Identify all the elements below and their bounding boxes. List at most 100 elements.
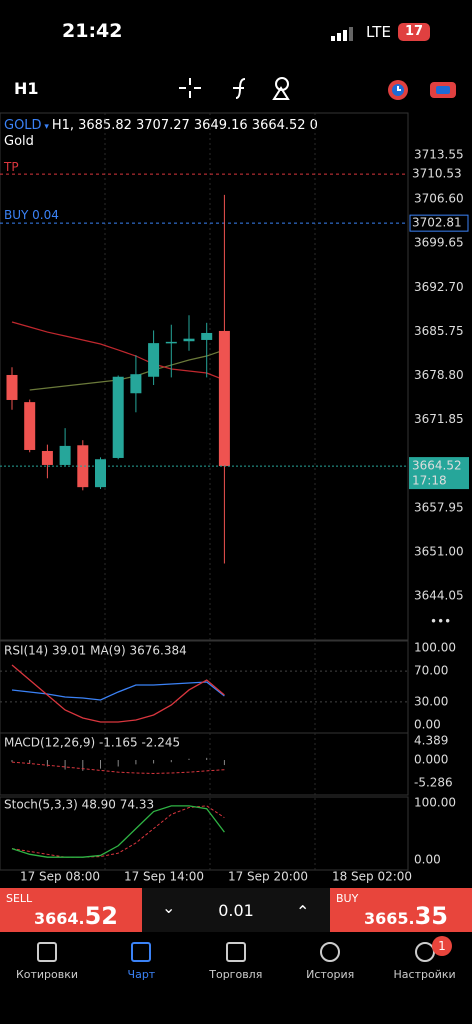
signal-icon <box>331 26 355 41</box>
panel-frame <box>0 796 409 871</box>
toolbar-icons[interactable] <box>178 76 308 102</box>
symbol-name: Gold <box>4 134 34 149</box>
time-label: 17 Sep 14:00 <box>124 870 204 884</box>
stoch-label: Stoch(5,3,3) 48.90 74.33 <box>4 798 154 812</box>
axis-label: 3671.85 <box>414 412 464 426</box>
candle-body <box>95 459 106 488</box>
axis-label: 3713.55 <box>414 148 464 162</box>
lot-increase[interactable]: ⌃ <box>296 902 310 921</box>
tab[interactable]: Чарт <box>94 942 188 981</box>
tab[interactable]: Торговля <box>189 942 283 981</box>
candle-body <box>183 338 195 342</box>
tab-icon <box>320 942 341 962</box>
tp-label: TP <box>4 160 19 174</box>
chart-header: GOLD ▾ H1, 3685.82 3707.27 3649.16 3664.… <box>4 118 318 133</box>
axis-label: 3692.70 <box>414 280 464 294</box>
lot-control: ⌄ 0.01 ⌃ <box>142 888 330 932</box>
buy-price-big: 35 <box>414 902 449 930</box>
tab-icon <box>37 942 57 962</box>
timeframe[interactable]: H1 <box>14 79 39 98</box>
battery: 17 <box>398 23 430 41</box>
ma-olive <box>29 349 225 391</box>
stoch-k <box>11 805 225 858</box>
axis-label: 3651.00 <box>414 544 464 558</box>
current-time: 17:18 <box>412 474 447 488</box>
tab-icon <box>131 942 152 962</box>
sell-price-big: 52 <box>84 902 119 930</box>
buy-price-main: 3665. <box>364 909 415 928</box>
more-dots: ••• <box>430 615 451 629</box>
macd-label: MACD(12,26,9) -1.165 -2.245 <box>4 736 180 750</box>
tab-icon <box>225 942 246 962</box>
lot-size[interactable]: 0.01 <box>218 901 254 920</box>
symbol-dropdown[interactable]: ▾ <box>41 122 52 132</box>
buy-price: 3665.35 <box>364 902 448 930</box>
rsi-label: RSI(14) 39.01 MA(9) 3676.384 <box>4 644 187 658</box>
ohlc-info: H1, 3685.82 3707.27 3649.16 3664.52 0 <box>51 118 318 133</box>
candle-body <box>24 402 36 450</box>
axis-label: 3644.05 <box>414 588 464 602</box>
panel-frame <box>0 112 409 641</box>
axis-label: 100.00 <box>414 795 456 809</box>
tab-label: Котировки <box>15 968 79 981</box>
axis-label: 70.00 <box>414 664 448 678</box>
candle-body <box>218 330 230 467</box>
symbol[interactable]: GOLD <box>4 118 42 133</box>
buy-price-box <box>409 214 469 232</box>
candle-body <box>112 376 124 458</box>
rsi-ma <box>11 681 225 701</box>
candle-body <box>41 450 53 465</box>
toolbar-right-icons[interactable] <box>386 78 458 102</box>
current-price-box <box>409 457 469 490</box>
candle-body <box>77 445 89 488</box>
candle-body <box>148 343 160 377</box>
sell-label: SELL <box>6 892 33 905</box>
time-label: 17 Sep 08:00 <box>20 870 100 884</box>
axis-label: 3699.65 <box>414 236 464 250</box>
network: LTE <box>366 23 391 41</box>
candle-body <box>130 374 142 394</box>
tab-label: Чарт <box>127 968 156 981</box>
chart: 3713.55 3706.60 3699.65 3692.70 3685.75 3678.… <box>0 112 469 884</box>
axis-label: 0.000 <box>414 753 448 767</box>
axis-label: 100.00 <box>414 641 456 655</box>
sell-price: 3664.52 <box>34 902 118 930</box>
tab-label: Настройки <box>393 968 456 981</box>
axis-label: 3678.80 <box>414 368 464 382</box>
sell-price-main: 3664. <box>34 909 85 928</box>
axis-label: 3706.60 <box>414 192 464 206</box>
panel-frame <box>0 732 409 796</box>
candle-body <box>165 341 177 344</box>
stoch-d <box>11 805 225 858</box>
time-label: 17 Sep 20:00 <box>228 870 308 884</box>
candle-body <box>201 332 213 340</box>
current-price: 3664.52 <box>412 459 462 473</box>
rsi-line <box>11 664 225 723</box>
buy-button-label: BUY <box>336 892 359 905</box>
axis-label: 4.389 <box>414 734 448 748</box>
ma-red <box>11 321 225 381</box>
axis-label: 3685.75 <box>414 324 464 338</box>
axis-label: 0.00 <box>414 853 441 867</box>
axis-label: -5.286 <box>414 775 453 789</box>
clock: 21:42 <box>62 20 123 42</box>
tab[interactable]: Настройки <box>378 942 472 981</box>
macd-signal <box>11 761 225 774</box>
time-label: 18 Sep 02:00 <box>332 870 412 884</box>
candle-body <box>6 374 18 400</box>
tab-label: Торговля <box>209 968 263 981</box>
axis-label: 0.00 <box>414 717 441 731</box>
lot-decrease[interactable]: ⌄ <box>162 898 176 917</box>
buy-price: 3702.81 <box>412 216 462 230</box>
buy-button[interactable]: BUY 3665.35 <box>330 888 472 932</box>
tab[interactable]: История <box>283 942 377 981</box>
sell-button[interactable]: SELL 3664.52 <box>0 888 142 932</box>
candle-body <box>59 445 71 465</box>
axis-label: 3657.95 <box>414 500 464 514</box>
tab-label: История <box>306 968 355 981</box>
axis-label: 30.00 <box>414 694 448 708</box>
tab[interactable]: Котировки <box>0 942 94 981</box>
buy-label: BUY 0.04 <box>4 208 59 222</box>
tp-price: 3710.53 <box>412 167 462 181</box>
